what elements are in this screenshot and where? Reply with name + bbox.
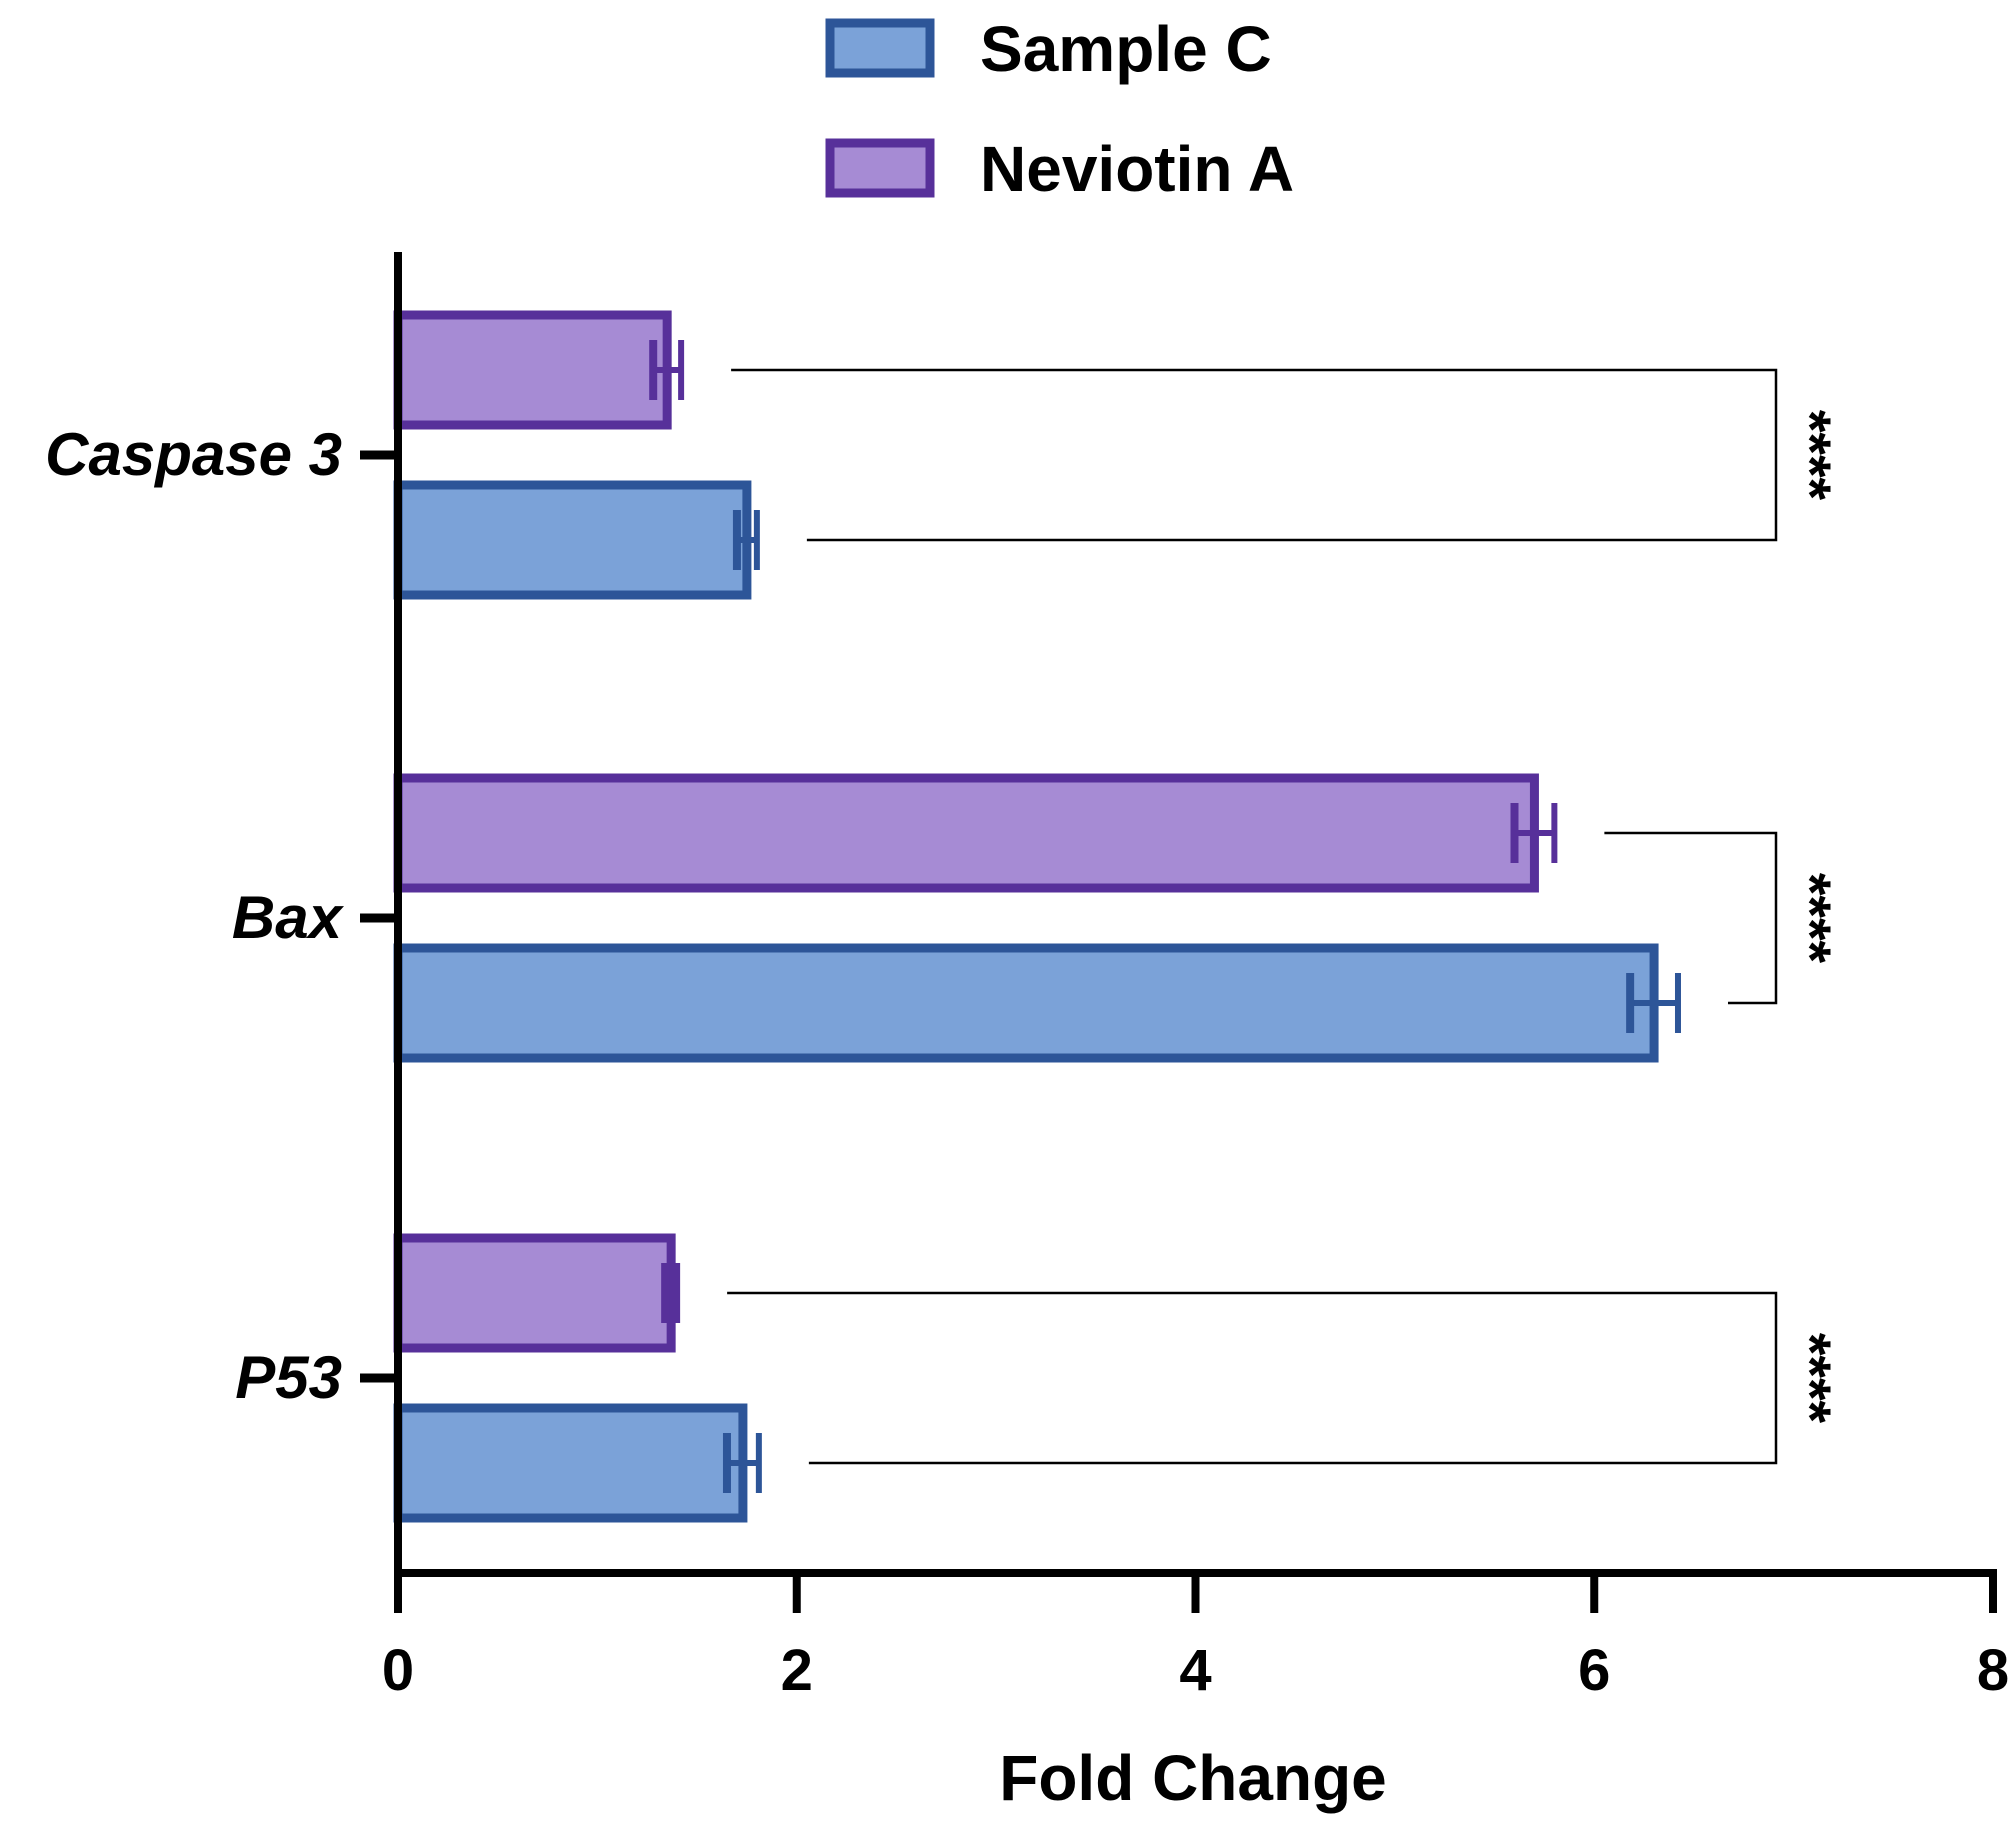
bar-bax-sample-c xyxy=(393,943,1659,1063)
bar-caspase-3-neviotin-a xyxy=(393,310,672,430)
x-tick-label-8: 8 xyxy=(1977,1638,2009,1703)
bar-p53-neviotin-a xyxy=(393,1233,676,1353)
axes: 0 2 4 6 8 Caspase 3 Bax P53 xyxy=(45,252,2009,1703)
x-tick-label-2: 2 xyxy=(781,1638,813,1703)
significance-label-p53: **** xyxy=(1777,1333,1842,1424)
significance-brackets: **** **** **** xyxy=(727,368,1842,1465)
category-label-p53: P53 xyxy=(235,1344,342,1411)
significance-bracket-bax xyxy=(1604,831,1778,1005)
category-label-caspase-3: Caspase 3 xyxy=(45,421,342,488)
legend-label-neviotin-a: Neviotin A xyxy=(980,133,1294,205)
x-tick-label-6: 6 xyxy=(1578,1638,1610,1703)
significance-label-bax: **** xyxy=(1777,873,1842,964)
legend-swatch-sample-c xyxy=(825,18,935,78)
significance-bracket-caspase-3 xyxy=(731,368,1778,542)
x-tick-label-4: 4 xyxy=(1179,1638,1211,1703)
legend-label-sample-c: Sample C xyxy=(980,13,1272,85)
legend-swatch-neviotin-a xyxy=(825,138,935,198)
bar-p53-sample-c xyxy=(393,1403,748,1523)
x-axis-title: Fold Change xyxy=(999,1742,1387,1814)
x-tick-label-0: 0 xyxy=(382,1638,414,1703)
bars xyxy=(393,310,1681,1523)
significance-bracket-p53 xyxy=(727,1291,1778,1465)
significance-label-caspase-3: **** xyxy=(1777,410,1842,501)
legend: Sample C Neviotin A xyxy=(825,13,1294,205)
bar-bax-neviotin-a xyxy=(393,773,1539,893)
bar-caspase-3-sample-c xyxy=(393,480,752,600)
category-label-bax: Bax xyxy=(232,884,345,951)
